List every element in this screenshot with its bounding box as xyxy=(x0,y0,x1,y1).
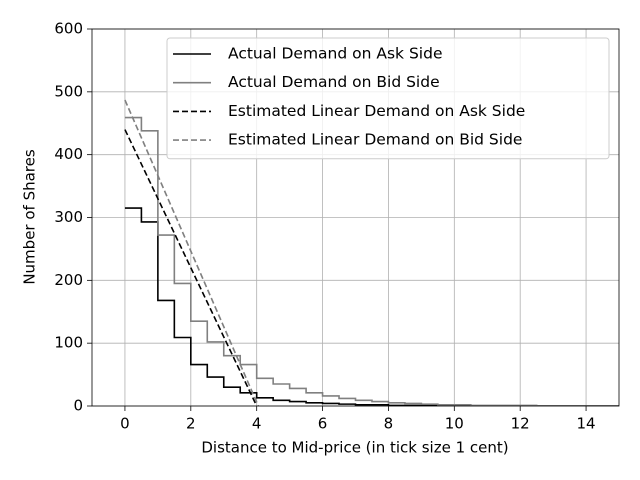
series-line xyxy=(124,116,619,406)
y-tick-label: 0 xyxy=(73,397,83,415)
series-line xyxy=(124,129,258,406)
x-tick-label: 0 xyxy=(120,415,130,433)
y-tick-label: 400 xyxy=(54,145,83,163)
x-tick-label: 14 xyxy=(577,415,596,433)
y-tick-label: 100 xyxy=(54,334,83,352)
plot-frame xyxy=(91,28,620,407)
series-line xyxy=(124,99,260,406)
x-axis-label: Distance to Mid-price (in tick size 1 ce… xyxy=(201,439,508,457)
legend: Actual Demand on Ask Side Actual Demand o… xyxy=(166,37,610,160)
y-tick-label: 300 xyxy=(54,208,83,226)
x-tick-label: 6 xyxy=(318,415,328,433)
x-tick-label: 4 xyxy=(252,415,262,433)
legend-label: Estimated Linear Demand on Ask Side xyxy=(228,102,525,120)
x-tick-label: 2 xyxy=(186,415,196,433)
y-tick-label: 600 xyxy=(54,20,83,38)
x-tick-label: 12 xyxy=(511,415,530,433)
legend-label: Estimated Linear Demand on Bid Side xyxy=(228,131,522,149)
legend-label: Actual Demand on Ask Side xyxy=(228,45,442,63)
y-tick-label: 500 xyxy=(54,82,83,100)
legend-label: Actual Demand on Bid Side xyxy=(228,73,440,91)
y-axis-label: Number of Shares xyxy=(21,149,39,285)
x-tick-label: 10 xyxy=(445,415,464,433)
x-tick-label: 8 xyxy=(384,415,394,433)
legend-box xyxy=(166,37,610,160)
series-line xyxy=(124,207,619,406)
y-tick-label: 200 xyxy=(54,271,83,289)
